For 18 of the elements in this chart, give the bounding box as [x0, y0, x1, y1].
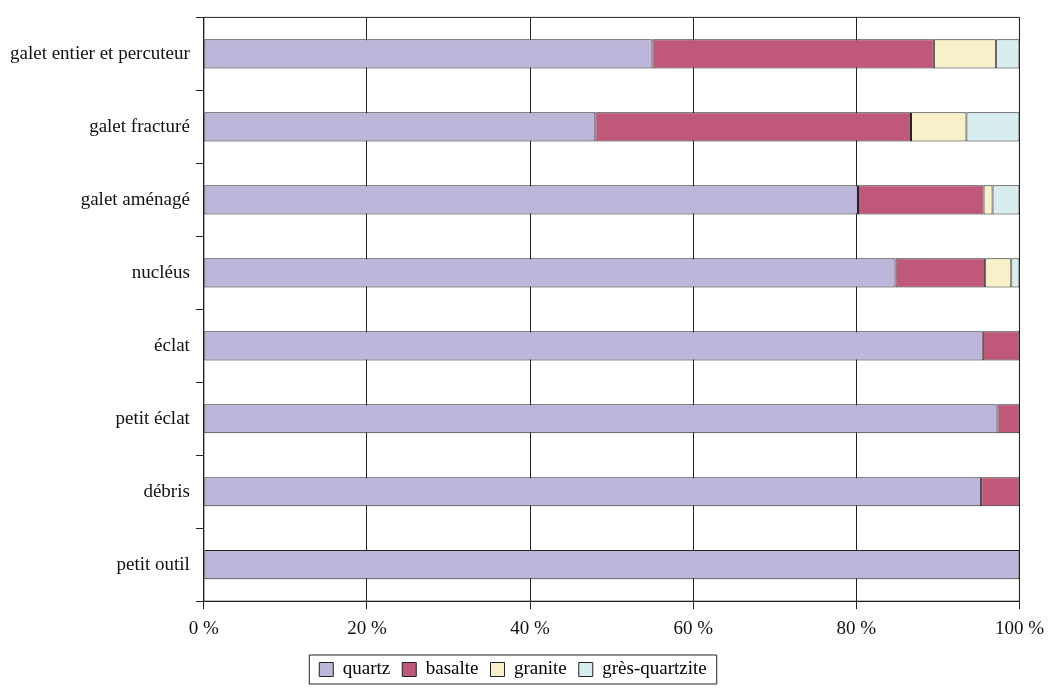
- y-tick-label: éclat: [154, 333, 191, 355]
- y-tick-label: nucléus: [131, 260, 190, 282]
- x-tick-label: 100 %: [994, 616, 1045, 638]
- x-tick-label: 0 %: [188, 616, 220, 638]
- legend-label: quartz: [342, 657, 391, 679]
- legend-label: basalte: [425, 657, 479, 679]
- y-tick-label: petit outil: [116, 552, 190, 574]
- x-tick-label: 20 %: [347, 616, 387, 638]
- x-tick-label: 40 %: [510, 616, 551, 638]
- y-tick-label: galet fracturé: [89, 114, 190, 136]
- legend-label: grès-quartzite: [602, 657, 707, 679]
- y-tick-label: petit éclat: [115, 406, 191, 428]
- legend-label: granite: [514, 657, 567, 679]
- x-tick-label: 80 %: [836, 616, 877, 638]
- y-tick-label: débris: [143, 479, 190, 501]
- y-tick-label: galet entier et percuteur: [9, 41, 191, 63]
- y-tick-label: galet aménagé: [80, 187, 190, 209]
- x-tick-label: 60 %: [673, 616, 714, 638]
